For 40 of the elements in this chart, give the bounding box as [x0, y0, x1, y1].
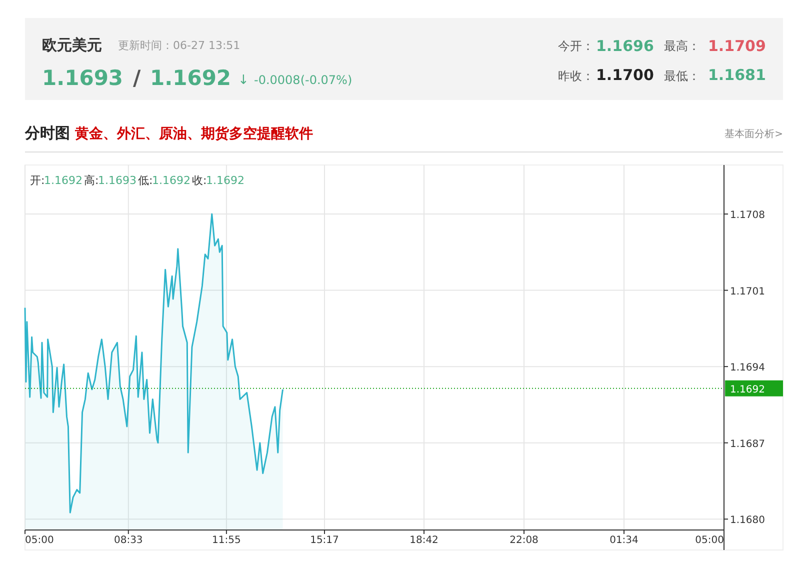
chart-subtitle: 更新时间：06-27 13:51 [118, 39, 240, 52]
text: 昨收： [558, 69, 594, 83]
text: ↓ [238, 73, 249, 88]
text: 黄金、外汇、原油、期货多空提醒软件 [74, 125, 313, 142]
y-tick-label: 1.1680 [730, 515, 765, 526]
annotation: 高: [84, 174, 99, 187]
text: 1.1692 [150, 66, 232, 90]
text: 1.1693 [42, 66, 124, 90]
x-tick-label: 11:55 [212, 535, 241, 546]
y-tick-label: 1.1687 [730, 438, 765, 450]
annotation: 低: [138, 174, 153, 187]
text: 1.1700 [596, 66, 654, 84]
text: 最高： [664, 39, 700, 53]
x-tick-label: 08:33 [114, 535, 143, 546]
chart-title: 欧元美元 [42, 36, 102, 54]
y-tick-label: 1.1701 [730, 286, 765, 298]
text: / [133, 66, 141, 90]
ref-line-label: 1.1692 [730, 384, 765, 396]
x-tick-label: 05:00 [695, 535, 724, 546]
x-tick-label: 15:17 [310, 535, 339, 546]
text: -0.0008(-0.07%) [254, 73, 352, 87]
text: 最低： [664, 69, 700, 83]
annotation: 收: [192, 174, 207, 187]
text: 分时图 [24, 124, 70, 142]
text: 1.1709 [708, 37, 766, 55]
x-tick-label: 01:34 [610, 535, 638, 546]
text: 今开： [558, 39, 594, 53]
text: 1.1696 [596, 37, 654, 55]
text: 基本面分析> [724, 128, 783, 140]
x-tick-label: 05:00 [25, 535, 54, 546]
annotation: 1.1693 [98, 174, 136, 187]
x-tick-label: 22:08 [510, 535, 538, 546]
annotation: 1.1692 [206, 174, 244, 187]
x-tick-label: 18:42 [410, 535, 438, 546]
annotation: 开: [30, 174, 45, 187]
annotation: 1.1692 [44, 174, 82, 187]
y-tick-label: 1.1694 [730, 362, 765, 374]
annotation: 1.1692 [152, 174, 190, 187]
text: 1.1681 [708, 66, 766, 84]
y-tick-label: 1.1708 [730, 210, 765, 222]
